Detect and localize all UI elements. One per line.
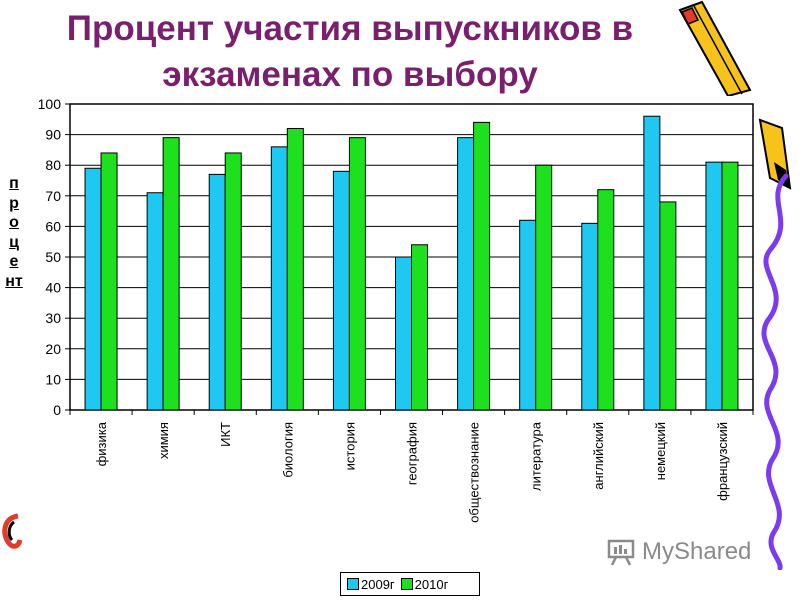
bar-2010-0 bbox=[100, 152, 118, 411]
bar-2010-4 bbox=[348, 137, 366, 411]
x-tick-label: немецкий bbox=[653, 422, 668, 480]
x-tick-label: английский bbox=[591, 422, 606, 490]
chart-title-line1: Процент участия выпускников в bbox=[66, 9, 634, 48]
scribble-decoration-icon bbox=[2, 513, 23, 549]
squiggle-decoration-icon bbox=[761, 173, 789, 570]
bar-2010-1 bbox=[162, 137, 180, 411]
bar-2009-10 bbox=[705, 161, 723, 411]
bar-2010-7 bbox=[535, 164, 553, 411]
y-tick-label: 30 bbox=[45, 310, 61, 326]
legend-label-2009: 2009г bbox=[361, 576, 395, 592]
x-tick-label: обществознание bbox=[467, 422, 482, 523]
x-tick-label: биология bbox=[280, 422, 295, 478]
bar-2009-9 bbox=[643, 115, 661, 411]
bar-2009-7 bbox=[519, 219, 537, 411]
y-tick-label: 70 bbox=[45, 188, 61, 204]
bar-2009-3 bbox=[270, 146, 288, 411]
x-tick-label: литература bbox=[529, 421, 544, 491]
bar-2009-1 bbox=[146, 192, 164, 411]
bar-2009-8 bbox=[581, 222, 599, 411]
y-tick-label: 20 bbox=[45, 341, 61, 357]
bar-2010-2 bbox=[224, 152, 242, 411]
bar-2010-5 bbox=[411, 244, 428, 411]
x-tick-label: химия bbox=[156, 422, 171, 459]
legend-item-2010: 2010г bbox=[400, 576, 449, 592]
bar-2010-3 bbox=[286, 127, 304, 411]
y-tick-label: 60 bbox=[45, 218, 61, 234]
y-tick-label: 10 bbox=[45, 371, 61, 387]
bar-2009-0 bbox=[84, 167, 102, 411]
y-axis-label: процент bbox=[5, 175, 23, 290]
legend-swatch-2009 bbox=[347, 578, 359, 590]
bar-2010-6 bbox=[473, 121, 491, 411]
pencil-tip-icon bbox=[758, 118, 792, 190]
chart-legend: 2009г 2010г bbox=[340, 572, 480, 596]
x-tick-label: физика bbox=[94, 421, 109, 466]
bar-2009-5 bbox=[395, 256, 412, 411]
bar-2009-2 bbox=[208, 173, 226, 411]
x-tick-label: ИКТ bbox=[218, 422, 233, 447]
watermark: MyShared bbox=[606, 537, 751, 567]
bar-2009-4 bbox=[332, 170, 350, 411]
y-tick-label: 40 bbox=[45, 280, 61, 296]
chart-title-line2: экзаменах по выбору bbox=[162, 55, 538, 94]
bar-2010-10 bbox=[721, 161, 739, 411]
x-tick-label: французский bbox=[715, 422, 730, 501]
chart-title: Процент участия выпускников в экзаменах … bbox=[0, 6, 700, 98]
pencil-icon bbox=[678, 0, 752, 96]
legend-label-2010: 2010г bbox=[414, 576, 449, 592]
y-tick-label: 80 bbox=[45, 157, 61, 173]
y-tick-label: 100 bbox=[38, 96, 62, 112]
y-tick-label: 90 bbox=[45, 127, 61, 143]
x-tick-label: география bbox=[405, 422, 420, 485]
legend-item-2009: 2009г bbox=[347, 577, 395, 592]
y-tick-label: 50 bbox=[45, 249, 61, 265]
bar-2010-9 bbox=[659, 201, 677, 411]
presentation-board-icon bbox=[607, 539, 635, 566]
x-tick-label: история bbox=[342, 422, 357, 470]
watermark-text: MyShared bbox=[642, 538, 752, 565]
y-tick-label: 0 bbox=[53, 402, 61, 418]
legend-swatch-2010 bbox=[400, 578, 413, 590]
bar-2010-8 bbox=[597, 189, 615, 411]
bar-2009-6 bbox=[457, 137, 475, 411]
